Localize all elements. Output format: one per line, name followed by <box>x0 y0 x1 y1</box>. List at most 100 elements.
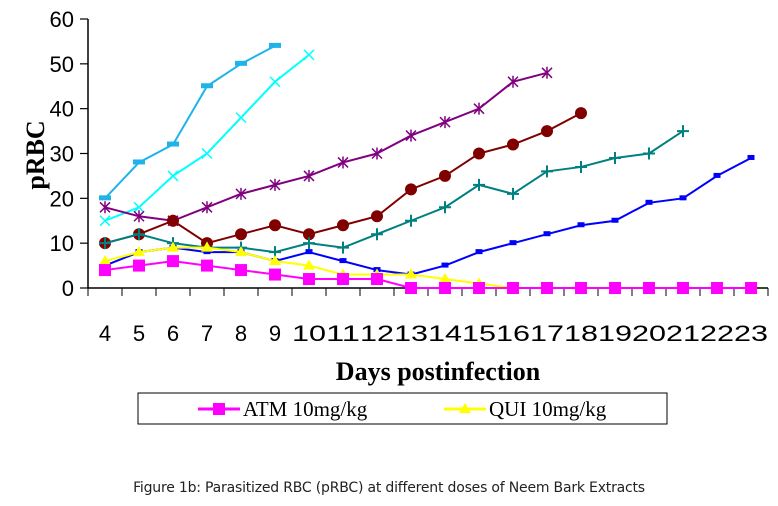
legend-label: ATM 10mg/kg <box>243 397 368 421</box>
triangle-marker <box>269 255 281 266</box>
circle-marker <box>439 169 451 182</box>
circle-marker <box>507 138 519 151</box>
asterisk-marker <box>337 156 349 169</box>
asterisk-marker <box>541 66 553 79</box>
square-marker <box>337 273 349 286</box>
square-marker <box>677 282 689 294</box>
series-line <box>104 71 548 222</box>
x-tick-label: 9 <box>269 321 281 346</box>
series-5 <box>101 154 755 277</box>
rect-marker <box>201 83 213 89</box>
asterisk-marker <box>303 169 315 182</box>
triangle-marker <box>99 255 111 266</box>
triangle-marker <box>167 241 179 252</box>
series-2 <box>99 66 553 227</box>
x-tick-label: 13 <box>394 321 428 346</box>
y-tick-label: 40 <box>50 97 74 122</box>
x-tick-label: 5 <box>133 321 145 346</box>
series-6 <box>99 241 757 292</box>
rect-marker <box>167 141 179 147</box>
asterisk-marker <box>269 178 281 191</box>
x-tick-label: 20 <box>632 321 666 346</box>
x-marker <box>167 170 179 182</box>
legend: ATM 10mg/kg QUI 10mg/kg <box>137 392 668 425</box>
x-tick-label: 4 <box>99 321 111 346</box>
asterisk-marker <box>371 147 383 160</box>
square-marker <box>711 282 723 294</box>
y-tick-label: 30 <box>50 142 74 167</box>
circle-marker <box>541 125 553 138</box>
circle-marker <box>575 107 587 120</box>
plus-marker <box>133 228 145 241</box>
x-marker <box>133 201 145 213</box>
square-marker <box>99 264 111 277</box>
square-marker <box>167 255 179 268</box>
asterisk-marker <box>99 201 111 214</box>
square-marker <box>507 282 519 294</box>
square-marker <box>439 282 451 294</box>
plus-marker <box>677 125 689 138</box>
circle-marker <box>337 219 349 232</box>
asterisk-marker <box>439 116 451 129</box>
square-marker <box>643 282 655 294</box>
x-tick-label: 21 <box>666 321 700 346</box>
plus-marker <box>337 241 349 254</box>
legend-item: ATM 10mg/kg <box>198 397 368 421</box>
series-line <box>104 54 310 222</box>
plus-marker <box>303 237 315 250</box>
circle-marker <box>269 219 281 232</box>
series-line <box>104 157 752 276</box>
square-marker <box>745 282 757 294</box>
plus-marker <box>541 165 553 178</box>
x-tick-label: 22 <box>700 321 734 346</box>
asterisk-marker <box>473 102 485 115</box>
series-group <box>99 42 757 294</box>
rect-marker <box>133 159 145 165</box>
plus-marker <box>575 160 587 173</box>
square-marker <box>575 282 587 294</box>
x-axis-label: Days postinfection <box>336 357 541 386</box>
series-7 <box>99 255 757 294</box>
y-tick-label: 60 <box>50 7 74 32</box>
circle-marker <box>167 214 179 227</box>
square-marker <box>371 273 383 286</box>
x-marker <box>201 147 213 160</box>
x-tick-label: 12 <box>360 321 394 346</box>
x-tick-label: 16 <box>496 321 530 346</box>
series-0 <box>99 42 281 201</box>
square-marker <box>609 282 621 294</box>
legend-label: QUI 10mg/kg <box>489 397 607 421</box>
square-marker <box>305 249 313 255</box>
square-marker <box>303 273 315 286</box>
square-marker <box>339 258 347 264</box>
square-marker <box>473 282 485 294</box>
square-marker <box>509 240 517 246</box>
circle-marker <box>405 183 417 196</box>
x-marker <box>269 76 281 88</box>
plus-marker <box>99 237 111 250</box>
x-marker <box>235 112 247 124</box>
asterisk-marker <box>201 201 213 214</box>
y-axis-label: pRBC <box>21 120 50 189</box>
square-marker <box>475 249 483 255</box>
plus-marker <box>643 147 655 160</box>
plus-marker <box>609 151 621 164</box>
x-tick-label: 7 <box>201 321 213 346</box>
triangle-marker <box>439 273 451 284</box>
x-tick-label: 17 <box>530 321 564 346</box>
triangle-marker <box>133 246 145 257</box>
x-tick-label: 18 <box>564 321 598 346</box>
series-1 <box>99 49 315 227</box>
triangle-marker <box>235 246 247 257</box>
square-marker <box>269 268 281 281</box>
square-marker <box>577 222 585 228</box>
asterisk-marker <box>405 129 417 142</box>
rect-marker <box>235 60 247 66</box>
square-marker <box>441 262 449 268</box>
square-marker <box>645 199 653 205</box>
square-marker <box>201 259 213 272</box>
series-3 <box>99 107 587 250</box>
x-tick-label: 11 <box>326 321 360 346</box>
